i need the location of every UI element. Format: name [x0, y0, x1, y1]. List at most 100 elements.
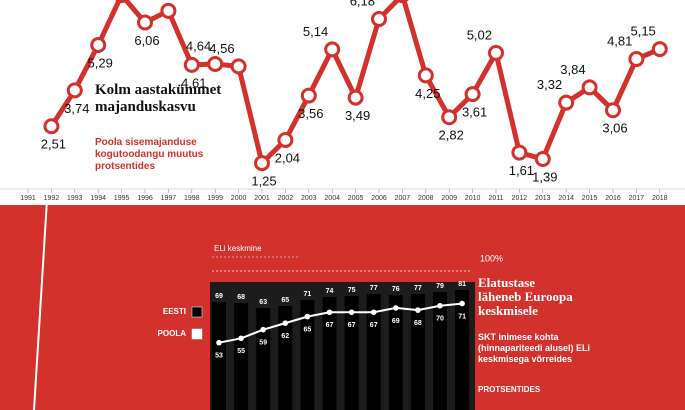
- point: [511, 144, 528, 161]
- data-label: 63: [259, 299, 267, 306]
- x-tick-label: 2011: [488, 195, 503, 202]
- chart-title: Elatustase läheneb Euroopa keskmisele: [478, 275, 573, 318]
- point: [254, 155, 270, 172]
- point: [488, 44, 504, 61]
- point: [90, 37, 107, 54]
- point: [396, 0, 409, 4]
- point: [304, 313, 311, 320]
- bar: [366, 294, 381, 410]
- data-label: 67: [326, 322, 334, 329]
- x-tick-label: 2009: [441, 195, 457, 202]
- data-label: 5,29: [88, 55, 113, 70]
- data-label: 77: [370, 285, 378, 292]
- point: [370, 309, 377, 316]
- x-tick-label: 1992: [44, 195, 60, 202]
- data-label: 4,61: [181, 75, 206, 90]
- unit-note: PROTSENTIDES: [478, 385, 541, 394]
- point: [437, 302, 443, 309]
- point: [393, 305, 399, 311]
- x-tick-label: 1998: [184, 195, 200, 202]
- point: [66, 82, 83, 99]
- point: [347, 89, 364, 106]
- x-tick-label: 1994: [90, 195, 106, 202]
- data-label: 1,25: [251, 174, 276, 189]
- data-label: 65: [304, 326, 312, 333]
- data-label: 59: [259, 339, 267, 346]
- point: [651, 41, 668, 58]
- bar: [278, 306, 293, 410]
- bar: [212, 302, 226, 410]
- data-label: 71: [458, 313, 466, 320]
- bar: [388, 295, 403, 410]
- data-label: 3,32: [537, 77, 562, 92]
- data-label: 67: [370, 322, 378, 329]
- bar: [455, 290, 470, 410]
- data-label: 2,82: [439, 128, 464, 143]
- data-label: 1,61: [509, 163, 534, 178]
- x-tick-label: 1993: [67, 195, 83, 202]
- point: [230, 58, 247, 75]
- connector: [33, 199, 48, 410]
- point: [371, 11, 387, 27]
- data-label: 1,39: [532, 169, 557, 184]
- x-tick-label: 2000: [231, 195, 247, 202]
- data-label: 3,49: [345, 108, 370, 123]
- point: [628, 51, 645, 68]
- point: [348, 309, 355, 316]
- data-label: 3,56: [298, 106, 323, 121]
- data-label: 68: [414, 320, 422, 327]
- data-label: 65: [281, 297, 289, 304]
- x-tick-label: 2010: [465, 195, 481, 202]
- x-tick-label: 2016: [605, 195, 621, 202]
- x-tick-label: 2007: [395, 195, 411, 202]
- data-label: 4,64: [186, 38, 211, 53]
- point: [115, 0, 128, 4]
- x-tick-label: 2001: [254, 195, 270, 202]
- chart-title: Kolm aastakümmet majanduskasvu: [95, 82, 222, 115]
- reference-label: ELi keskmine: [214, 244, 262, 253]
- x-tick-label: 2008: [418, 195, 434, 202]
- point: [605, 102, 621, 119]
- point: [300, 87, 317, 104]
- point: [459, 300, 465, 307]
- data-label: 5,02: [467, 27, 492, 42]
- data-label: 76: [392, 286, 400, 293]
- data-label: 3,61: [462, 105, 487, 120]
- bar: [433, 292, 447, 410]
- data-label: 6,18: [350, 0, 375, 8]
- data-label: 77: [414, 285, 422, 292]
- point: [282, 320, 289, 326]
- x-tick-label: 1996: [137, 195, 153, 202]
- x-tick-label: 2012: [512, 195, 528, 202]
- x-tick-label: 2015: [582, 195, 598, 202]
- data-label: 68: [237, 294, 245, 301]
- x-tick-label: 2006: [371, 195, 387, 202]
- x-tick-label: 2004: [324, 195, 340, 202]
- point: [415, 307, 421, 313]
- legend-label: EESTI: [163, 307, 186, 316]
- x-tick-label: 1997: [161, 195, 177, 202]
- point: [277, 132, 294, 149]
- point: [417, 67, 434, 84]
- line: [218, 302, 463, 344]
- data-label: 79: [436, 283, 444, 290]
- legend-swatch: [191, 328, 203, 340]
- data-label: 4,25: [415, 86, 440, 101]
- x-tick-label: 2003: [301, 195, 317, 202]
- data-label: 74: [326, 288, 334, 295]
- point: [216, 339, 222, 346]
- data-label: 3,74: [64, 101, 89, 116]
- bar: [322, 297, 337, 410]
- bar: [344, 296, 359, 410]
- data-label: 3,84: [560, 62, 585, 77]
- data-label: 71: [304, 291, 312, 298]
- x-tick-label: 1999: [207, 195, 223, 202]
- point: [326, 309, 333, 316]
- data-label: 2,51: [41, 137, 66, 152]
- data-label: 67: [348, 322, 356, 329]
- point: [558, 94, 575, 111]
- x-tick-label: 2005: [348, 195, 364, 202]
- data-label: 6,06: [134, 33, 159, 48]
